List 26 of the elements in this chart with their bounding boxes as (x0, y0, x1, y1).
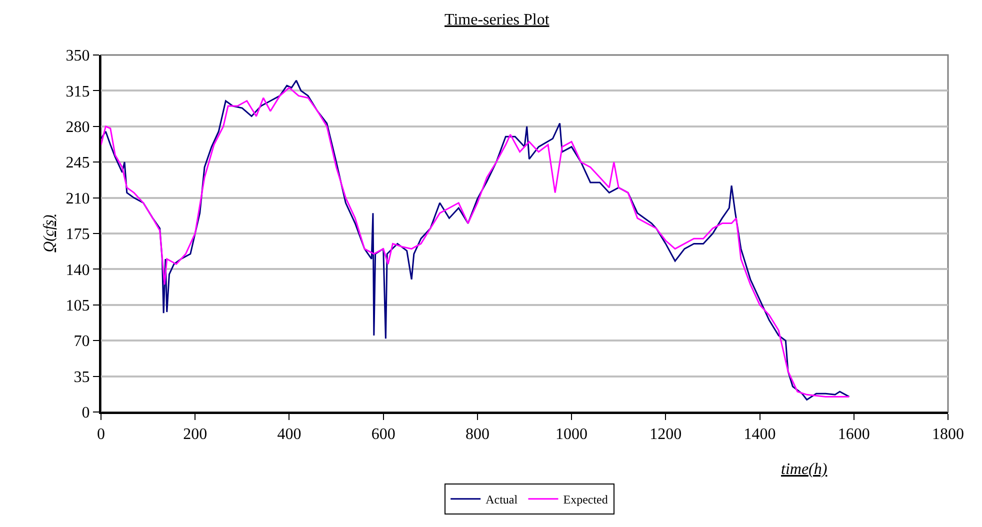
x-tick-label: 1200 (650, 426, 682, 444)
y-tick-label: 175 (66, 226, 90, 244)
y-tick-label: 105 (66, 298, 90, 314)
legend-label: Expected (563, 492, 608, 507)
x-tick-label: 200 (183, 426, 208, 444)
x-tick-label: 400 (277, 426, 302, 444)
x-tick-label: 0 (97, 426, 105, 444)
y-tick-label: 140 (66, 262, 90, 279)
y-tick-label: 35 (74, 368, 90, 386)
y-tick-label: 210 (66, 190, 90, 208)
x-tick-label: 1800 (932, 426, 964, 444)
y-axis-title: Q(cfs) (42, 214, 58, 252)
x-tick-label: 1400 (744, 426, 776, 444)
legend-label: Actual (486, 492, 518, 507)
y-tick-label: 280 (66, 119, 90, 136)
y-tick-label: 315 (66, 83, 90, 100)
y-tick-label: 70 (74, 333, 90, 350)
y-tick-label: 0 (82, 404, 90, 422)
x-tick-label: 800 (465, 426, 490, 444)
x-tick-label: 1600 (838, 426, 870, 444)
x-axis-title: time(h) (781, 461, 828, 478)
chart-title: Time-series Plot (444, 11, 550, 28)
x-tick-label: 600 (371, 426, 396, 444)
y-tick-label: 350 (66, 48, 90, 65)
y-tick-label: 245 (66, 154, 90, 172)
x-tick-label: 1000 (556, 426, 588, 444)
